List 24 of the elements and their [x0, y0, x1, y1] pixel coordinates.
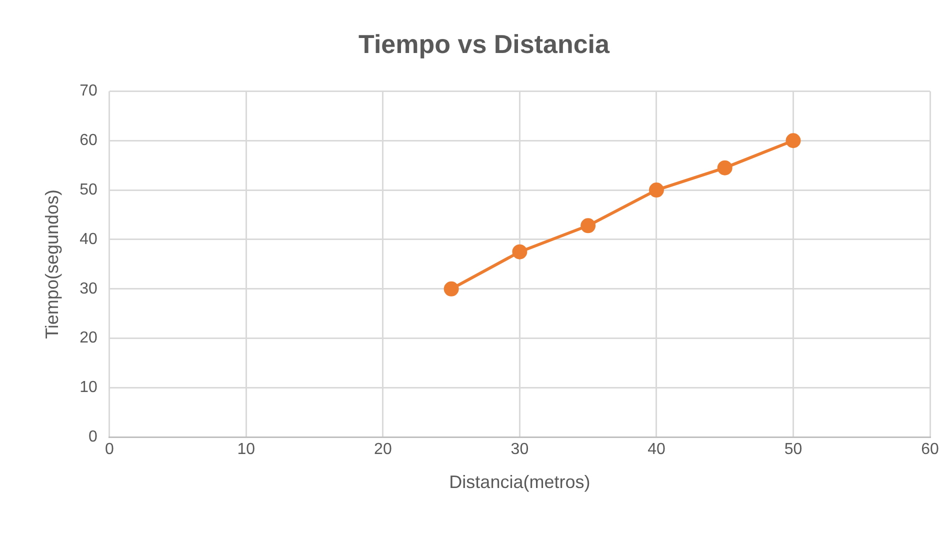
point: [444, 281, 459, 296]
y-axis-title: Tiempo(segundos): [42, 189, 62, 339]
x-tick-label: 10: [237, 441, 256, 458]
x-tick-label: 0: [104, 441, 114, 458]
y-tick-label: 70: [80, 82, 98, 100]
x-tick-label: 30: [510, 441, 529, 458]
y-tick-label: 20: [80, 330, 98, 347]
y-tick-label: 0: [88, 428, 98, 446]
x-axis-title: Distancia(metros): [449, 472, 590, 492]
y-tick-label: 30: [80, 280, 98, 298]
x-tick-label: 20: [374, 441, 392, 458]
chart-title: Tiempo vs Distancia: [358, 28, 610, 59]
point: [580, 218, 596, 234]
point: [717, 160, 732, 176]
x-tick-label: 60: [921, 441, 939, 458]
y-tick-label: 40: [80, 230, 98, 248]
point: [512, 244, 528, 260]
x-tick-label: 40: [648, 441, 666, 458]
x-tick-label: 50: [784, 441, 802, 458]
y-tick-label: 60: [80, 132, 98, 150]
point: [786, 133, 801, 148]
y-tick-label: 50: [80, 181, 98, 198]
y-tick-label: 10: [80, 379, 98, 396]
point: [648, 182, 664, 198]
